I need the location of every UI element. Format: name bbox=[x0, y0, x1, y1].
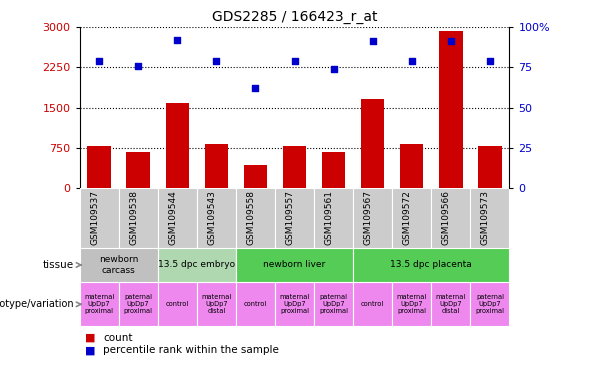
Text: GSM109567: GSM109567 bbox=[363, 190, 373, 245]
Text: newborn liver: newborn liver bbox=[263, 260, 326, 270]
Text: paternal
UpDp7
proximal: paternal UpDp7 proximal bbox=[319, 294, 348, 314]
Bar bbox=[353, 282, 392, 326]
Text: maternal
UpDp7
distal: maternal UpDp7 distal bbox=[436, 294, 466, 314]
Bar bbox=[361, 99, 385, 188]
Bar bbox=[314, 188, 353, 248]
Bar bbox=[439, 31, 462, 188]
Text: ■: ■ bbox=[85, 333, 100, 343]
Text: maternal
UpDp7
proximal: maternal UpDp7 proximal bbox=[84, 294, 114, 314]
Text: control: control bbox=[166, 301, 189, 307]
Text: GSM109538: GSM109538 bbox=[129, 190, 138, 245]
Text: GSM109561: GSM109561 bbox=[325, 190, 333, 245]
Text: GSM109543: GSM109543 bbox=[207, 190, 216, 245]
Bar bbox=[204, 144, 228, 188]
Bar bbox=[353, 248, 509, 282]
Point bbox=[134, 63, 143, 69]
Text: GSM109544: GSM109544 bbox=[168, 190, 177, 245]
Text: percentile rank within the sample: percentile rank within the sample bbox=[103, 345, 279, 355]
Text: GSM109558: GSM109558 bbox=[246, 190, 256, 245]
Text: maternal
UpDp7
distal: maternal UpDp7 distal bbox=[201, 294, 231, 314]
Bar bbox=[80, 248, 158, 282]
Text: GSM109573: GSM109573 bbox=[481, 190, 490, 245]
Bar bbox=[87, 146, 111, 188]
Text: control: control bbox=[244, 301, 267, 307]
Bar bbox=[471, 188, 509, 248]
Point bbox=[407, 58, 416, 64]
Text: tissue: tissue bbox=[42, 260, 74, 270]
Bar bbox=[392, 188, 431, 248]
Bar bbox=[314, 282, 353, 326]
Bar bbox=[478, 146, 502, 188]
Text: ■: ■ bbox=[85, 345, 100, 355]
Bar bbox=[431, 282, 471, 326]
Bar bbox=[158, 282, 197, 326]
Text: GSM109537: GSM109537 bbox=[90, 190, 99, 245]
Text: 13.5 dpc placenta: 13.5 dpc placenta bbox=[391, 260, 472, 270]
Point bbox=[485, 58, 495, 64]
Bar bbox=[283, 146, 306, 188]
Bar bbox=[166, 103, 189, 188]
Bar bbox=[236, 248, 353, 282]
Bar bbox=[236, 282, 275, 326]
Point bbox=[251, 85, 260, 91]
Text: GSM109566: GSM109566 bbox=[442, 190, 451, 245]
Bar bbox=[80, 282, 118, 326]
Bar bbox=[275, 188, 314, 248]
Bar bbox=[118, 282, 158, 326]
Point bbox=[368, 38, 378, 45]
Bar bbox=[275, 282, 314, 326]
Title: GDS2285 / 166423_r_at: GDS2285 / 166423_r_at bbox=[212, 10, 377, 25]
Text: control: control bbox=[361, 301, 384, 307]
Text: maternal
UpDp7
proximal: maternal UpDp7 proximal bbox=[396, 294, 427, 314]
Bar bbox=[127, 152, 150, 188]
Point bbox=[94, 58, 104, 64]
Point bbox=[329, 66, 338, 72]
Text: genotype/variation: genotype/variation bbox=[0, 299, 74, 310]
Text: 13.5 dpc embryo: 13.5 dpc embryo bbox=[158, 260, 236, 270]
Bar bbox=[431, 188, 471, 248]
Bar bbox=[197, 282, 236, 326]
Bar bbox=[392, 282, 431, 326]
Text: GSM109557: GSM109557 bbox=[286, 190, 294, 245]
Bar bbox=[80, 188, 118, 248]
Point bbox=[290, 58, 299, 64]
Text: paternal
UpDp7
proximal: paternal UpDp7 proximal bbox=[475, 294, 504, 314]
Bar bbox=[197, 188, 236, 248]
Text: count: count bbox=[103, 333, 133, 343]
Bar bbox=[471, 282, 509, 326]
Bar bbox=[236, 188, 275, 248]
Text: maternal
UpDp7
proximal: maternal UpDp7 proximal bbox=[279, 294, 310, 314]
Bar bbox=[322, 152, 345, 188]
Bar bbox=[244, 165, 267, 188]
Text: paternal
UpDp7
proximal: paternal UpDp7 proximal bbox=[124, 294, 153, 314]
Text: GSM109572: GSM109572 bbox=[403, 190, 412, 245]
Point bbox=[446, 38, 455, 45]
Bar bbox=[158, 188, 197, 248]
Bar bbox=[353, 188, 392, 248]
Point bbox=[173, 37, 182, 43]
Point bbox=[211, 58, 221, 64]
Bar bbox=[400, 144, 423, 188]
Bar bbox=[118, 188, 158, 248]
Text: newborn
carcass: newborn carcass bbox=[99, 255, 138, 275]
Bar bbox=[158, 248, 236, 282]
